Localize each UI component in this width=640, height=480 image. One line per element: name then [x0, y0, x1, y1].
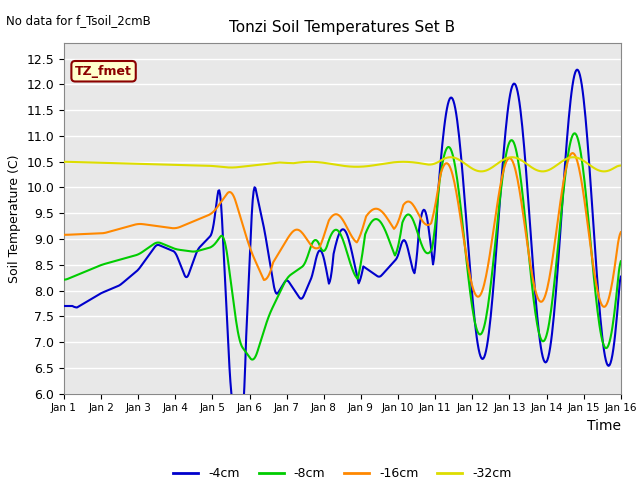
Text: TZ_fmet: TZ_fmet	[75, 65, 132, 78]
Legend: -4cm, -8cm, -16cm, -32cm: -4cm, -8cm, -16cm, -32cm	[168, 462, 516, 480]
Title: Tonzi Soil Temperatures Set B: Tonzi Soil Temperatures Set B	[229, 20, 456, 35]
Text: No data for f_Tsoil_2cmB: No data for f_Tsoil_2cmB	[6, 14, 151, 27]
X-axis label: Time: Time	[587, 419, 621, 433]
Y-axis label: Soil Temperature (C): Soil Temperature (C)	[8, 154, 21, 283]
